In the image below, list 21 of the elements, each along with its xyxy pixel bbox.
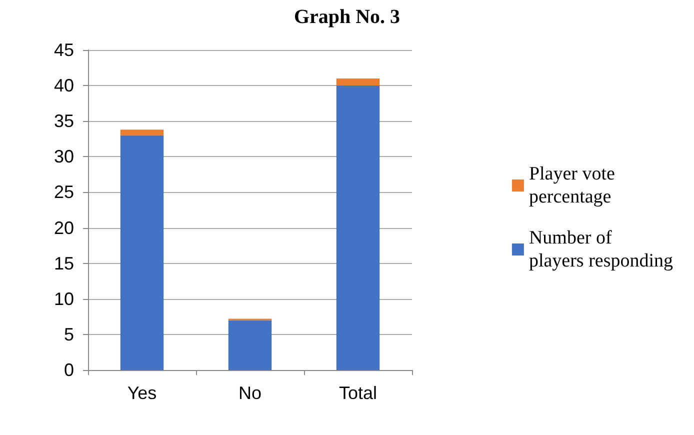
- y-tick-label: 20: [54, 218, 74, 238]
- y-tick-label: 35: [54, 111, 74, 132]
- bar: [228, 320, 272, 370]
- legend-label: Player vote percentage: [528, 164, 615, 208]
- x-tick-label: Total: [338, 383, 378, 403]
- x-tick-label: No: [238, 383, 262, 403]
- y-tick-label: 30: [54, 146, 74, 167]
- y-tick-label: 5: [64, 324, 74, 344]
- x-tick-label: Yes: [127, 383, 157, 403]
- chart-title: Graph No. 3: [294, 6, 400, 28]
- bar: [336, 86, 380, 370]
- bar: [336, 78, 380, 86]
- y-tick-label: 15: [54, 253, 74, 274]
- y-tick-label: 45: [54, 40, 74, 60]
- y-tick-label: 10: [54, 288, 74, 309]
- y-tick-label: 0: [64, 360, 74, 380]
- bar: [120, 130, 164, 136]
- y-tick-label: 40: [54, 76, 74, 96]
- legend-label: Number of players responding: [528, 228, 674, 272]
- y-tick-label: 25: [54, 182, 74, 202]
- bar: [120, 135, 164, 370]
